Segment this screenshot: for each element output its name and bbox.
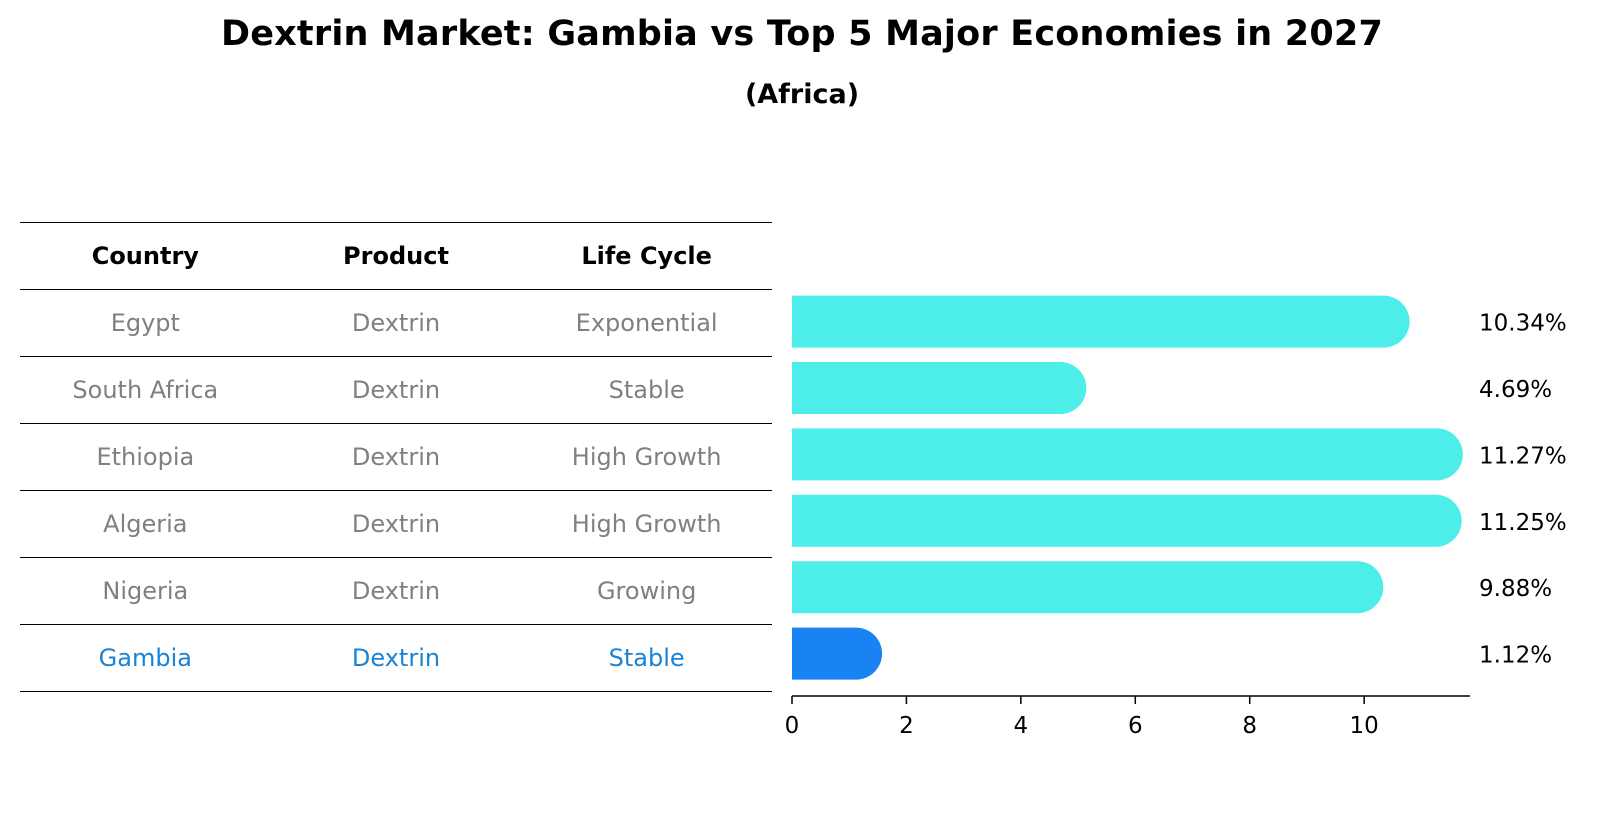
value-label: 1.12% [1479,643,1552,669]
life-cycle-cell: Stable [608,644,685,672]
value-label: 4.69% [1479,377,1552,403]
product-cell: Dextrin [351,376,441,404]
life-cycle-cell: High Growth [571,443,722,471]
product-cell: Dextrin [351,577,441,605]
header-product: Product [343,242,449,270]
life-cycle-cell: Exponential [575,309,718,337]
bar-south-africa [792,362,1087,414]
data-table: Country Product Life Cycle Egypt Dextrin… [20,222,772,692]
x-tick-label: 8 [1242,713,1257,739]
life-cycle-cell: Growing [596,577,697,605]
header-life-cycle: Life Cycle [581,242,712,270]
country-cell: South Africa [72,376,219,404]
value-label: 11.27% [1479,443,1567,469]
x-tick-label: 2 [899,713,914,739]
table-row: Ethiopia Dextrin High Growth [20,424,772,491]
value-label: 9.88% [1479,576,1552,602]
x-tick-label: 4 [1014,713,1029,739]
bar-ethiopia [792,428,1463,481]
product-cell: Dextrin [351,644,441,672]
country-cell: Ethiopia [96,443,195,471]
table-row: Nigeria Dextrin Growing [20,558,772,625]
country-cell: Egypt [110,309,180,337]
life-cycle-cell: Stable [608,376,685,404]
table-row-highlight: Gambia Dextrin Stable [20,625,772,692]
country-cell: Gambia [98,644,192,672]
country-cell: Algeria [103,510,188,538]
chart-subtitle: (Africa) [744,79,860,110]
x-tick-label: 0 [785,713,800,739]
product-cell: Dextrin [351,510,441,538]
table-row: Egypt Dextrin Exponential [20,290,772,357]
product-cell: Dextrin [351,443,441,471]
value-label: 11.25% [1479,510,1567,536]
chart-title: Dextrin Market: Gambia vs Top 5 Major Ec… [220,14,1384,54]
table-header-row: Country Product Life Cycle [20,223,772,290]
x-tick-label: 10 [1350,713,1379,739]
bar-gambia [792,627,883,680]
country-cell: Nigeria [102,577,189,605]
bar-algeria [792,494,1462,547]
table-row: South Africa Dextrin Stable [20,357,772,424]
bar-nigeria [792,561,1384,614]
table-row: Algeria Dextrin High Growth [20,491,772,558]
x-tick-label: 6 [1128,713,1143,739]
life-cycle-cell: High Growth [571,510,722,538]
product-cell: Dextrin [351,309,441,337]
header-country: Country [91,242,199,270]
bar-egypt [792,295,1410,348]
value-label: 10.34% [1479,311,1567,337]
